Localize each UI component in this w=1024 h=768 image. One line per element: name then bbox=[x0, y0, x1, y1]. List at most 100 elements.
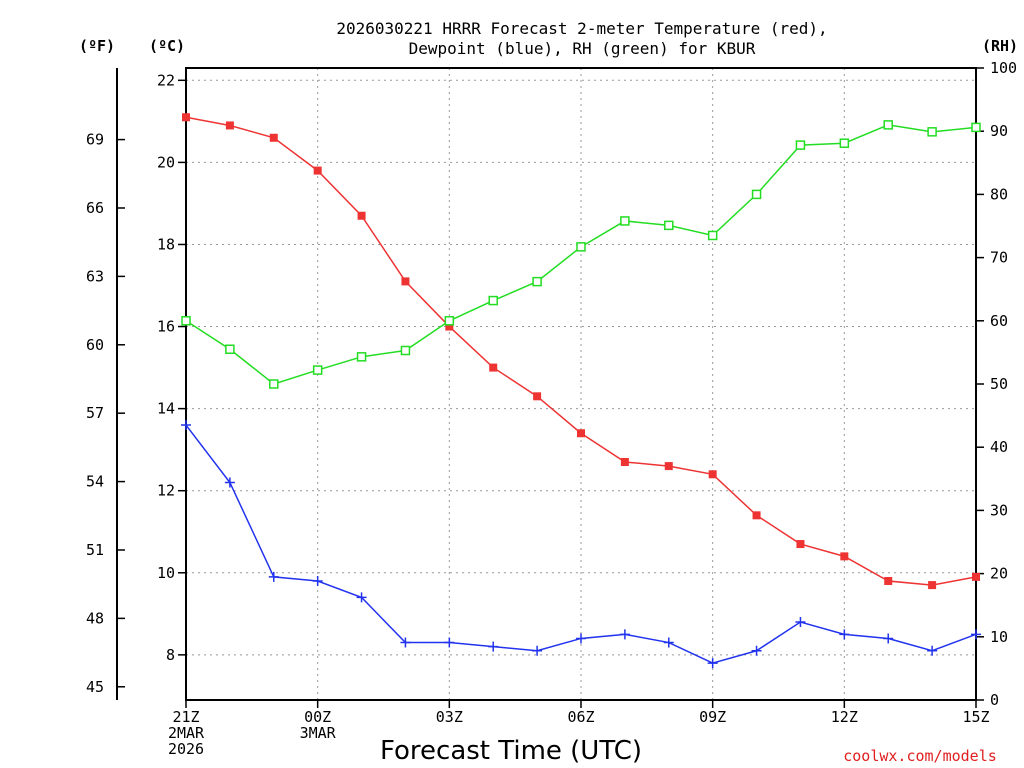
rh-point bbox=[181, 316, 191, 326]
celsius-unit-label: (ºC) bbox=[149, 37, 185, 55]
dewpoint-point bbox=[268, 571, 279, 582]
dewpoint-point bbox=[619, 629, 630, 640]
x-tick-label: 03Z bbox=[436, 708, 463, 726]
x-tick-label-line: 2026 bbox=[168, 740, 204, 758]
fahrenheit-tick-label: 66 bbox=[86, 199, 104, 217]
rh-tick-label: 40 bbox=[990, 438, 1008, 456]
temperature-point bbox=[489, 363, 498, 372]
rh-point bbox=[839, 138, 850, 148]
celsius-tick-label: 16 bbox=[157, 318, 175, 336]
rh-point bbox=[707, 230, 718, 241]
x-tick-label-line: 12Z bbox=[831, 708, 858, 726]
rh-tick-label: 100 bbox=[990, 59, 1017, 77]
temperature-point bbox=[752, 511, 761, 520]
chart-title-line-2: Dewpoint (blue), RH (green) for KBUR bbox=[409, 39, 756, 58]
rh-tick-label: 60 bbox=[990, 312, 1008, 330]
x-tick-label: 09Z bbox=[699, 708, 726, 726]
temperature-point bbox=[533, 392, 542, 401]
rh-point bbox=[312, 365, 323, 375]
celsius-tick-label: 22 bbox=[157, 71, 175, 89]
temperature-point bbox=[577, 429, 585, 438]
celsius-tick-label: 14 bbox=[157, 400, 175, 418]
x-tick-label: 21Z 2MAR 2026 bbox=[168, 708, 205, 758]
dewpoint-point bbox=[795, 617, 806, 628]
dewpoint-point bbox=[971, 629, 981, 640]
plot-frame bbox=[185, 67, 977, 701]
x-tick-label-line: 09Z bbox=[699, 708, 726, 726]
temperature-point bbox=[972, 572, 980, 581]
dewpoint-point bbox=[181, 420, 191, 431]
temperature-point bbox=[357, 211, 366, 220]
rh-tick-label: 90 bbox=[990, 122, 1008, 140]
rh-point bbox=[356, 352, 367, 362]
rh-tick-label: 10 bbox=[990, 628, 1008, 646]
dewpoint-point bbox=[839, 629, 850, 640]
x-tick-label-line: 2MAR bbox=[168, 724, 205, 742]
celsius-tick-label: 20 bbox=[157, 153, 175, 171]
rh-point bbox=[883, 120, 893, 130]
x-tick-label-line: 3MAR bbox=[300, 724, 337, 742]
x-tick-label: 15Z bbox=[962, 708, 989, 726]
celsius-tick-label: 8 bbox=[166, 646, 175, 664]
dewpoint-point bbox=[444, 637, 455, 648]
rh-point bbox=[269, 379, 279, 389]
temperature-point bbox=[269, 133, 278, 142]
x-tick-label: 00Z 3MAR bbox=[300, 708, 337, 742]
x-tick-label-line: 15Z bbox=[962, 708, 989, 726]
dewpoint-point bbox=[927, 645, 938, 656]
celsius-tick-label: 18 bbox=[157, 235, 175, 253]
x-tick-label: 06Z bbox=[567, 708, 594, 726]
dewpoint-point bbox=[707, 658, 718, 669]
x-tick-label-line: 03Z bbox=[436, 708, 463, 726]
dewpoint-point bbox=[751, 645, 762, 656]
temperature-point bbox=[313, 166, 322, 175]
x-tick-label: 12Z bbox=[831, 708, 858, 726]
tick-label-layer: 8 10 12 14 16 18 20 22 45 48 51 54 57 60 63 66 69 0 10 20 30… bbox=[86, 59, 1017, 758]
rh-point bbox=[488, 295, 498, 306]
temperature-point bbox=[708, 470, 717, 479]
dewpoint-point bbox=[663, 637, 674, 648]
fahrenheit-tick-label: 63 bbox=[86, 267, 104, 285]
rh-point bbox=[444, 316, 455, 326]
celsius-tick-label: 12 bbox=[157, 482, 175, 500]
rh-point bbox=[795, 140, 806, 150]
axis-layer bbox=[116, 67, 984, 708]
dewpoint-point bbox=[400, 637, 411, 648]
rh-point bbox=[576, 242, 586, 252]
rh-point bbox=[620, 216, 630, 226]
fahrenheit-unit-label: (ºF) bbox=[79, 37, 115, 55]
x-tick-label-line: 06Z bbox=[567, 708, 594, 726]
temperature-point bbox=[884, 576, 893, 585]
dewpoint-point bbox=[488, 641, 499, 652]
rh-tick-label: 0 bbox=[990, 691, 999, 709]
dewpoint-point bbox=[224, 477, 235, 488]
rh-tick-label: 80 bbox=[990, 185, 1008, 203]
dewpoint-point bbox=[883, 633, 894, 644]
fahrenheit-tick-label: 48 bbox=[86, 609, 104, 627]
fahrenheit-tick-label: 57 bbox=[86, 404, 104, 422]
temperature-point bbox=[840, 552, 849, 561]
rh-point bbox=[400, 345, 411, 356]
rh-point bbox=[927, 127, 937, 137]
rh-point bbox=[225, 344, 235, 354]
x-tick-label-line: 00Z bbox=[304, 708, 331, 726]
fahrenheit-tick-label: 45 bbox=[86, 678, 104, 696]
series-layer bbox=[181, 113, 981, 669]
dewpoint-point bbox=[532, 645, 543, 656]
temperature-point bbox=[182, 113, 190, 122]
fahrenheit-tick-label: 54 bbox=[86, 473, 104, 491]
rh-point bbox=[751, 189, 762, 200]
rh-point bbox=[532, 276, 542, 287]
rh-tick-label: 50 bbox=[990, 375, 1008, 393]
rh-tick-label: 70 bbox=[990, 249, 1008, 267]
temperature-point bbox=[664, 462, 673, 471]
watermark-text: coolwx.com/models bbox=[843, 747, 997, 765]
x-axis-label: Forecast Time (UTC) bbox=[380, 736, 642, 766]
temperature-point bbox=[928, 581, 937, 590]
temperature-point bbox=[225, 121, 234, 130]
dewpoint-point bbox=[312, 575, 323, 586]
temperature-point bbox=[620, 457, 629, 466]
fahrenheit-tick-label: 69 bbox=[86, 131, 104, 149]
fahrenheit-tick-label: 51 bbox=[86, 541, 104, 559]
